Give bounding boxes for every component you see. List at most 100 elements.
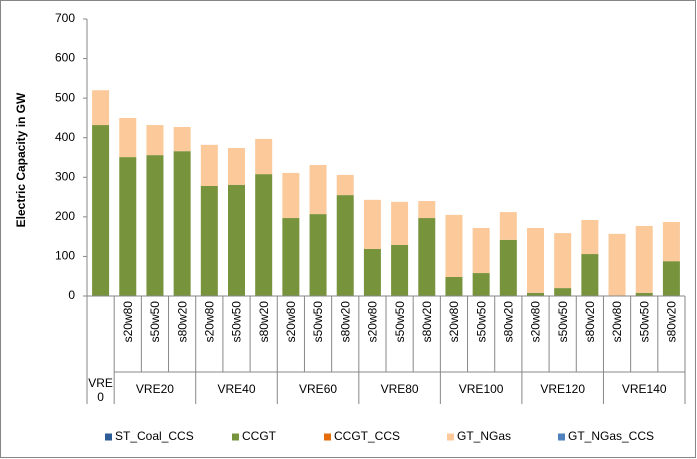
- legend-swatch: [558, 433, 565, 441]
- x-tick-label: s80w20: [665, 301, 679, 343]
- bar-segment: [200, 185, 218, 296]
- bar-segment: [499, 212, 517, 240]
- x-tick-label: s20w80: [366, 301, 380, 343]
- bar-segment: [228, 184, 245, 296]
- bar-segment: [119, 117, 137, 158]
- bar-segment: [363, 199, 381, 249]
- bar-segment: [173, 151, 191, 296]
- group-label-box: VRE100: [458, 382, 504, 396]
- x-tick-label: s80w20: [175, 301, 189, 343]
- x-tick-label: s50w50: [393, 301, 407, 343]
- bar-segment: [472, 273, 490, 296]
- x-tick-label: s50w50: [637, 301, 651, 343]
- bar-segment: [282, 218, 300, 296]
- legend-swatch: [232, 433, 239, 441]
- bar-segment: [173, 127, 191, 152]
- y-tick-label: 100: [55, 249, 75, 263]
- x-tick-label: s80w20: [420, 301, 434, 343]
- bar-segment: [445, 277, 463, 296]
- bar-segment: [499, 239, 517, 296]
- bar-segment: [527, 292, 544, 296]
- y-tick-label: 700: [55, 11, 75, 25]
- bar-segment: [391, 201, 409, 245]
- x-tick-label: s20w80: [610, 301, 624, 343]
- y-tick-label: 200: [55, 209, 75, 223]
- bar-segment: [92, 90, 110, 126]
- group-label: VRE100: [458, 382, 504, 396]
- legend-label: CCGT_CCS: [334, 429, 400, 443]
- legend-label: ST_Coal_CCS: [115, 429, 194, 443]
- bar-segment: [635, 292, 653, 296]
- legend-label: GT_NGas: [457, 429, 511, 443]
- bar-segment: [255, 174, 273, 296]
- group-label-box: VRE20: [135, 382, 174, 396]
- bar-segment: [418, 218, 436, 296]
- group-label-box: VRE60: [299, 382, 338, 396]
- group-label: VRE80: [380, 382, 419, 396]
- group-label: VRE120: [540, 382, 586, 396]
- bar-segment: [309, 165, 327, 215]
- x-tick-label: s80w20: [338, 301, 352, 343]
- bar-segment: [363, 248, 381, 296]
- x-tick-label: s20w80: [202, 301, 216, 343]
- y-tick-label: 300: [55, 169, 75, 183]
- bar-segment: [336, 195, 354, 296]
- group-label-box: VRE120: [540, 382, 586, 396]
- group-label: VRE40: [217, 382, 256, 396]
- group-label-box: VRE40: [217, 382, 256, 396]
- group-label: VRE140: [621, 382, 667, 396]
- x-tick-label: s50w50: [230, 301, 244, 343]
- x-tick-label: s20w80: [447, 301, 461, 343]
- x-tick-label: s20w80: [284, 301, 298, 343]
- bar-segment: [255, 138, 273, 175]
- legend-label: CCGT: [242, 429, 277, 443]
- y-tick-label: 0: [68, 288, 75, 302]
- bar-segment: [418, 201, 436, 219]
- x-tick-label: s50w50: [474, 301, 488, 343]
- bar-segment: [92, 125, 110, 297]
- x-tick-label: s20w80: [529, 301, 543, 343]
- bar-segment: [608, 233, 626, 296]
- y-tick-label: 500: [55, 90, 75, 104]
- legend-swatch: [105, 433, 112, 441]
- bar-segment: [336, 174, 354, 196]
- group-label: VRE0: [88, 376, 113, 404]
- group-label-box: VRE0: [88, 376, 113, 404]
- legend-swatch: [447, 433, 454, 441]
- bar-segment: [554, 233, 572, 289]
- bar-segment: [146, 155, 164, 296]
- bar-segment: [228, 148, 245, 185]
- bar-segment: [581, 254, 599, 296]
- x-tick-label: s20w80: [121, 301, 135, 343]
- bar-segment: [445, 214, 463, 278]
- bar-segment: [635, 225, 653, 293]
- y-tick-label: 400: [55, 130, 75, 144]
- bar-segment: [200, 144, 218, 186]
- y-tick-label: 600: [55, 51, 75, 65]
- bar-segment: [581, 220, 599, 255]
- bar-segment: [527, 227, 544, 293]
- y-axis-title: Electric Capacity in GW: [14, 92, 28, 227]
- bar-segment: [472, 227, 490, 274]
- group-label-box: VRE140: [621, 382, 667, 396]
- bar-segment: [554, 288, 572, 296]
- bar-segment: [309, 214, 327, 296]
- bar-segment: [119, 157, 137, 296]
- x-tick-label: s80w20: [501, 301, 515, 343]
- group-label-box: VRE80: [380, 382, 419, 396]
- x-tick-label: s80w20: [583, 301, 597, 343]
- x-tick-label: s80w20: [257, 301, 271, 343]
- x-tick-label: s50w50: [148, 301, 162, 343]
- x-tick-label: s50w50: [556, 301, 570, 343]
- x-tick-label: s50w50: [311, 301, 325, 343]
- group-label: VRE20: [135, 382, 174, 396]
- bar-segment: [282, 172, 300, 219]
- group-label: VRE60: [299, 382, 338, 396]
- bar-segment: [662, 261, 680, 296]
- bar-segment: [146, 125, 164, 156]
- bar-segment: [391, 244, 409, 296]
- bar-segment: [662, 222, 680, 262]
- legend-label: GT_NGas_CCS: [568, 429, 654, 443]
- legend-swatch: [324, 433, 331, 441]
